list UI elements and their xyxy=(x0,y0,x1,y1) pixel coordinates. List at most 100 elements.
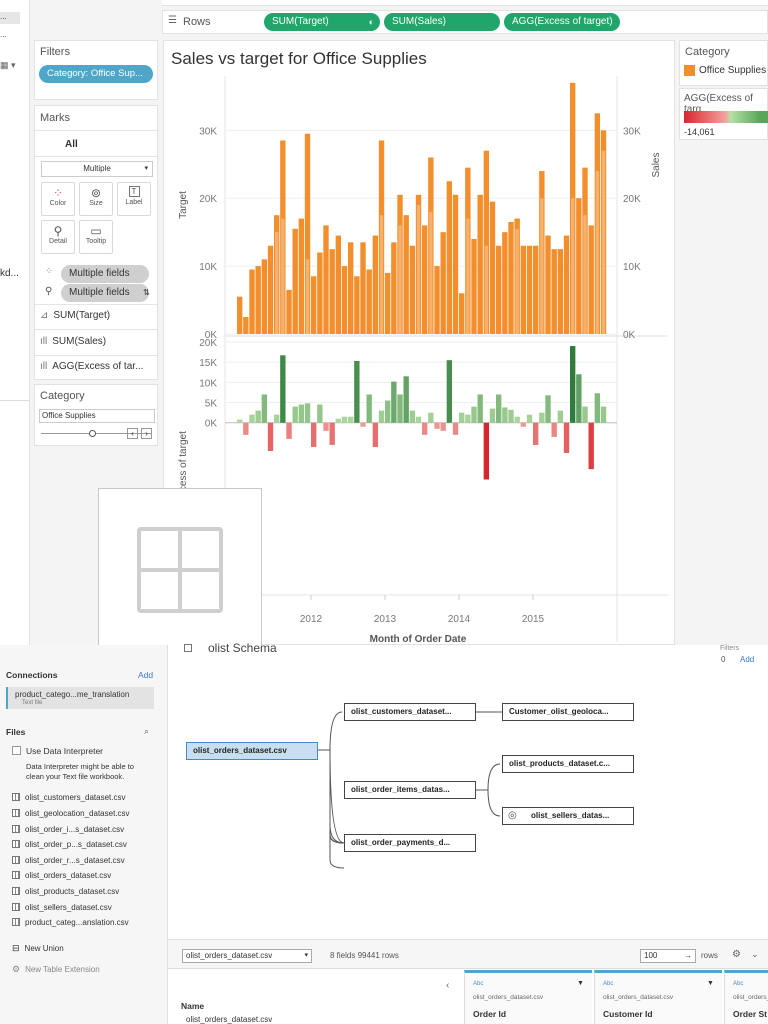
grid-column-customer-id[interactable]: Abc ▼ olist_orders_dataset.csv Customer … xyxy=(594,970,722,1024)
node-products[interactable]: olist_products_dataset.c... xyxy=(502,755,634,773)
file-item[interactable]: olist_customers_dataset.csv xyxy=(12,793,126,802)
marks-title: Marks xyxy=(40,112,70,124)
type-badge[interactable]: Abc xyxy=(473,981,484,987)
excess-bar xyxy=(255,410,261,423)
new-table-extension[interactable]: ⚙ New Table Extension xyxy=(12,964,100,974)
file-item[interactable]: olist_sellers_dataset.csv xyxy=(12,903,112,912)
category-filter-input[interactable]: Office Supplies xyxy=(39,409,155,423)
node-geolocation[interactable]: Customer_olist_geoloca... xyxy=(502,703,634,721)
tooltip-button[interactable]: ▭ Tooltip xyxy=(79,220,113,254)
target-bar xyxy=(484,245,489,334)
name-header: Name xyxy=(181,1001,205,1011)
rows-icon: ☰ xyxy=(168,15,177,26)
chart-svg: 0K 0K 10K 10K 20K 20K 30K 30K Target Sales 0K 5K 10K… xyxy=(163,76,668,645)
legend-agg-min: -14,061 xyxy=(684,127,715,137)
excess-bar xyxy=(440,422,446,431)
mark-type-select[interactable]: Multiple ▾ xyxy=(41,161,153,177)
sales-bar xyxy=(440,232,446,334)
left-strip-item-1[interactable]: ... xyxy=(0,12,20,24)
marks-shelf-excess[interactable]: ıll AGG(Excess of tar... xyxy=(40,361,144,372)
marks-divider-4 xyxy=(35,329,157,330)
column-menu-icon[interactable]: ▼ xyxy=(707,980,714,987)
sheet-thumbnail[interactable] xyxy=(98,488,262,648)
interpreter-checkbox[interactable] xyxy=(12,746,21,755)
legend-category-item[interactable]: Office Supplies xyxy=(699,65,767,76)
chevron-down-icon[interactable]: ⌄ xyxy=(751,949,759,959)
column-source: olist_orders_dataset.csv xyxy=(733,994,768,1001)
excess-bar xyxy=(391,381,397,423)
arrow-right-icon: → xyxy=(684,951,692,960)
slider-thumb[interactable] xyxy=(89,430,96,437)
connection-type: Text file xyxy=(22,700,43,706)
sales-bar xyxy=(403,215,409,334)
filters-add[interactable]: Add xyxy=(740,655,755,664)
file-item[interactable]: product_categ...anslation.csv xyxy=(12,918,129,927)
column-menu-icon[interactable]: ▼ xyxy=(577,980,584,987)
type-badge[interactable]: Abc xyxy=(603,981,614,987)
left-strip-item-2[interactable]: ... xyxy=(0,30,7,39)
file-item[interactable]: olist_order_p...s_dataset.csv xyxy=(12,840,127,849)
color-button[interactable]: ⁘ Color xyxy=(41,182,75,216)
marks-all-label[interactable]: All xyxy=(65,139,78,150)
interpreter-label[interactable]: Use Data Interpreter xyxy=(26,746,104,756)
target-bar xyxy=(305,259,310,334)
size-button[interactable]: ⊚ Size xyxy=(79,182,113,216)
target-bar xyxy=(571,198,575,334)
marks-field-detail[interactable]: Multiple fields xyxy=(61,284,149,302)
file-item[interactable]: olist_order_i...s_dataset.csv xyxy=(12,825,124,834)
legend-gradient xyxy=(684,111,768,123)
rows-pill-sales[interactable]: SUM(Sales) xyxy=(384,13,500,31)
sales-bar xyxy=(446,181,453,334)
sales-bar xyxy=(348,242,354,334)
node-order-items[interactable]: olist_order_items_datas... xyxy=(344,781,476,799)
search-icon[interactable]: ⌕ xyxy=(144,726,150,736)
left-strip-icon[interactable]: ▦ ▾ xyxy=(0,60,16,70)
detail-button[interactable]: ⚲ Detail xyxy=(41,220,75,254)
rows-pill-target[interactable]: SUM(Target) ◐ xyxy=(264,13,380,31)
gear-icon[interactable]: ⚙ xyxy=(732,949,741,960)
new-union[interactable]: ⊟ New Union xyxy=(12,943,64,953)
scroll-handle[interactable]: ⇅ xyxy=(143,288,150,297)
table-select[interactable]: olist_orders_dataset.csv ▾ xyxy=(182,949,312,963)
line-chart-icon: ⊿ xyxy=(40,310,49,321)
excess-bar xyxy=(237,419,243,423)
marks-shelf-target[interactable]: ⊿ SUM(Target) xyxy=(40,310,111,321)
file-item[interactable]: olist_geolocation_dataset.csv xyxy=(12,809,130,818)
rows-input[interactable]: 100 → xyxy=(640,949,696,963)
table-icon xyxy=(12,903,20,911)
node-payments[interactable]: olist_order_payments_d... xyxy=(344,834,476,852)
y-tick-label: 20K xyxy=(199,194,217,205)
y-axis-label: Excess of target xyxy=(178,431,189,503)
node-sellers[interactable]: olist_sellers_datas... xyxy=(502,807,634,825)
prev-button[interactable]: ‹ xyxy=(127,428,138,439)
next-button[interactable]: › xyxy=(141,428,152,439)
node-orders[interactable]: olist_orders_dataset.csv xyxy=(186,742,318,760)
table-icon xyxy=(12,825,20,833)
grid-column-order-id[interactable]: Abc ▼ olist_orders_dataset.csv Order Id xyxy=(464,970,592,1024)
label-button[interactable]: T Label xyxy=(117,182,151,216)
y-tick-label-right: 20K xyxy=(623,194,641,205)
grid-column-order-status[interactable]: Abc olist_orders_dataset.csv Order St xyxy=(724,970,768,1024)
schema-checkbox[interactable] xyxy=(184,644,192,652)
node-customers[interactable]: olist_customers_dataset... xyxy=(344,703,476,721)
file-item[interactable]: olist_order_r...s_dataset.csv xyxy=(12,856,125,865)
file-item[interactable]: olist_products_dataset.csv xyxy=(12,887,119,896)
filter-pill-category[interactable]: Category: Office Sup... xyxy=(39,65,153,83)
x-tick-label: 2012 xyxy=(300,614,323,625)
excess-bar xyxy=(545,395,551,423)
type-badge[interactable]: Abc xyxy=(733,981,744,987)
y-tick-label: 10K xyxy=(199,262,217,273)
excess-bar xyxy=(582,406,588,423)
target-bar xyxy=(275,232,279,334)
connections-add[interactable]: Add xyxy=(138,670,154,680)
connection-item[interactable]: product_catego...me_translation Text fil… xyxy=(6,687,154,709)
excess-bar xyxy=(594,393,601,423)
marks-shelf-sales[interactable]: ıll SUM(Sales) xyxy=(40,336,107,347)
collapse-icon[interactable]: ‹ xyxy=(446,980,450,991)
target-bar xyxy=(540,198,544,334)
excess-bar xyxy=(335,418,342,423)
category-slider[interactable] xyxy=(41,430,151,437)
rows-pill-excess[interactable]: AGG(Excess of target) xyxy=(504,13,620,31)
file-item[interactable]: olist_orders_dataset.csv xyxy=(12,871,111,880)
marks-field-color[interactable]: Multiple fields xyxy=(61,265,149,283)
